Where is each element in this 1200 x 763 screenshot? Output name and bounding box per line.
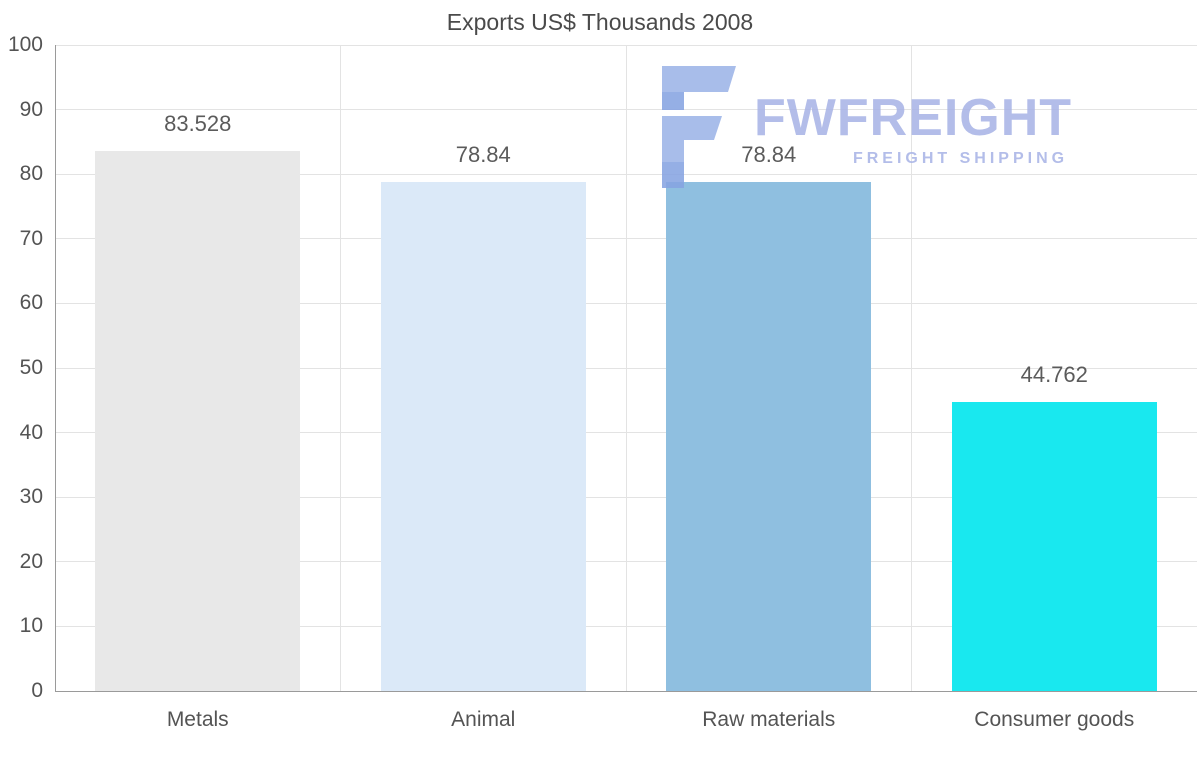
x-axis-line xyxy=(55,691,1197,692)
chart-title: Exports US$ Thousands 2008 xyxy=(446,9,754,35)
y-tick-label: 0 xyxy=(31,679,43,702)
y-tick-label: 50 xyxy=(19,356,43,379)
y-axis-line xyxy=(55,45,56,691)
y-tick-label: 70 xyxy=(19,226,43,250)
y-tick-label: 10 xyxy=(19,614,43,638)
bar-value-label: 78.84 xyxy=(455,141,511,167)
y-tick-label: 20 xyxy=(19,549,43,573)
y-tick-label: 80 xyxy=(19,162,43,186)
bar-value-label: 83.528 xyxy=(164,111,232,137)
gridline-vertical xyxy=(625,45,627,691)
x-tick-label: Consumer goods xyxy=(974,708,1135,731)
gridline-vertical xyxy=(911,45,912,691)
bar-raw-materials[interactable] xyxy=(666,181,872,691)
y-tick-label: 60 xyxy=(19,291,43,315)
x-tick-label: Animal xyxy=(451,708,516,731)
y-tick-label: 40 xyxy=(19,420,43,444)
y-tick-label: 100 xyxy=(7,33,43,56)
y-tick-label: 90 xyxy=(19,97,43,121)
x-tick-label: Raw materials xyxy=(702,708,836,731)
bar-value-label: 44.762 xyxy=(1020,361,1088,387)
x-tick-label: Metals xyxy=(166,708,229,731)
bar-value-label: 78.84 xyxy=(741,141,797,167)
bar-consumer-goods[interactable] xyxy=(951,401,1157,691)
bar-animal[interactable] xyxy=(380,181,586,691)
y-tick-label: 30 xyxy=(19,485,43,509)
bar-metals[interactable] xyxy=(95,151,301,691)
gridline-vertical xyxy=(340,45,341,691)
